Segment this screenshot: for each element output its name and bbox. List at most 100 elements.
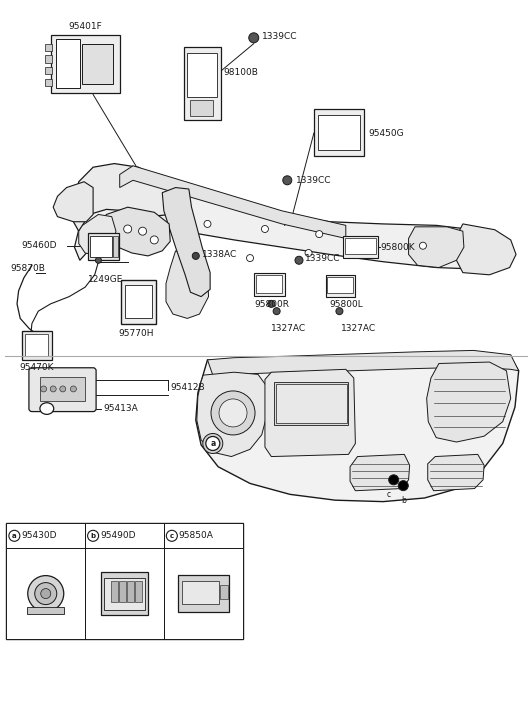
Bar: [90, 236, 112, 257]
Circle shape: [28, 576, 64, 611]
Text: 95770H: 95770H: [118, 329, 153, 337]
Text: a: a: [12, 533, 16, 539]
Circle shape: [123, 225, 132, 233]
Text: b: b: [90, 533, 96, 539]
Circle shape: [88, 530, 98, 542]
Bar: [326, 275, 355, 297]
Polygon shape: [74, 190, 505, 269]
Circle shape: [203, 433, 223, 454]
Circle shape: [150, 236, 159, 244]
Bar: [220, 585, 228, 599]
Text: 95800R: 95800R: [254, 300, 289, 308]
Circle shape: [167, 530, 177, 542]
Polygon shape: [166, 251, 209, 318]
Bar: [327, 277, 353, 293]
Circle shape: [369, 236, 376, 244]
Polygon shape: [427, 362, 511, 442]
Bar: [45, 55, 52, 63]
Bar: [85, 523, 164, 548]
Circle shape: [50, 386, 56, 392]
Polygon shape: [162, 188, 210, 297]
Bar: [82, 44, 113, 84]
Text: 1327AC: 1327AC: [340, 324, 376, 332]
Text: 95401F: 95401F: [68, 22, 102, 31]
Text: 95460D: 95460D: [21, 241, 57, 250]
Circle shape: [219, 399, 247, 427]
Polygon shape: [456, 224, 516, 275]
Text: 1249GE: 1249GE: [88, 276, 123, 284]
Polygon shape: [265, 369, 355, 457]
Bar: [184, 47, 221, 120]
Circle shape: [40, 386, 47, 392]
Bar: [40, 377, 85, 401]
Bar: [6, 548, 85, 639]
Text: 95490D: 95490D: [100, 531, 136, 540]
Text: 95850A: 95850A: [179, 531, 214, 540]
Bar: [127, 580, 134, 602]
Bar: [22, 331, 52, 360]
Bar: [25, 334, 48, 356]
Circle shape: [268, 300, 275, 308]
Circle shape: [211, 391, 255, 435]
Bar: [85, 548, 164, 639]
Text: b: b: [401, 496, 406, 505]
Text: 95412B: 95412B: [170, 383, 205, 392]
Circle shape: [35, 582, 57, 605]
Circle shape: [295, 256, 303, 265]
Text: c: c: [170, 533, 174, 539]
Text: a: a: [210, 439, 215, 448]
Bar: [164, 548, 243, 639]
Bar: [178, 575, 229, 611]
Circle shape: [70, 386, 77, 392]
Circle shape: [192, 252, 200, 260]
Bar: [125, 285, 152, 318]
Bar: [88, 233, 119, 260]
Bar: [45, 67, 52, 74]
Bar: [6, 523, 85, 548]
Circle shape: [41, 589, 51, 598]
Text: 95470K: 95470K: [19, 364, 53, 372]
Polygon shape: [428, 454, 484, 491]
Circle shape: [273, 308, 280, 315]
Circle shape: [246, 254, 254, 262]
Bar: [45, 44, 52, 51]
Text: 95800K: 95800K: [380, 243, 415, 252]
Text: 95430D: 95430D: [21, 531, 57, 540]
Text: 95450G: 95450G: [368, 129, 404, 137]
Text: 1339CC: 1339CC: [296, 176, 331, 185]
Polygon shape: [197, 372, 267, 457]
Text: c: c: [386, 490, 390, 499]
Text: 1327AC: 1327AC: [271, 324, 306, 332]
Text: 1338AC: 1338AC: [202, 250, 237, 259]
Bar: [256, 275, 282, 293]
Circle shape: [261, 225, 269, 233]
Polygon shape: [79, 214, 116, 256]
Circle shape: [398, 481, 408, 491]
Polygon shape: [409, 227, 464, 268]
Circle shape: [249, 33, 259, 43]
Bar: [56, 39, 80, 88]
Bar: [101, 571, 148, 615]
Bar: [32, 331, 51, 349]
Bar: [119, 580, 126, 602]
Circle shape: [305, 249, 312, 257]
Polygon shape: [73, 164, 184, 231]
Bar: [276, 384, 347, 423]
Text: 95870B: 95870B: [11, 265, 46, 273]
Circle shape: [9, 530, 20, 542]
Bar: [345, 238, 376, 254]
Bar: [187, 53, 217, 97]
Polygon shape: [53, 182, 93, 222]
Bar: [22, 331, 38, 349]
Text: 98100B: 98100B: [223, 68, 259, 77]
Text: 1339CC: 1339CC: [305, 254, 340, 263]
Circle shape: [336, 308, 343, 315]
Bar: [343, 236, 378, 258]
Circle shape: [95, 257, 102, 263]
Polygon shape: [196, 355, 519, 502]
Bar: [6, 523, 243, 639]
Circle shape: [138, 227, 147, 236]
Bar: [111, 580, 118, 602]
Bar: [164, 523, 243, 548]
FancyBboxPatch shape: [29, 368, 96, 411]
